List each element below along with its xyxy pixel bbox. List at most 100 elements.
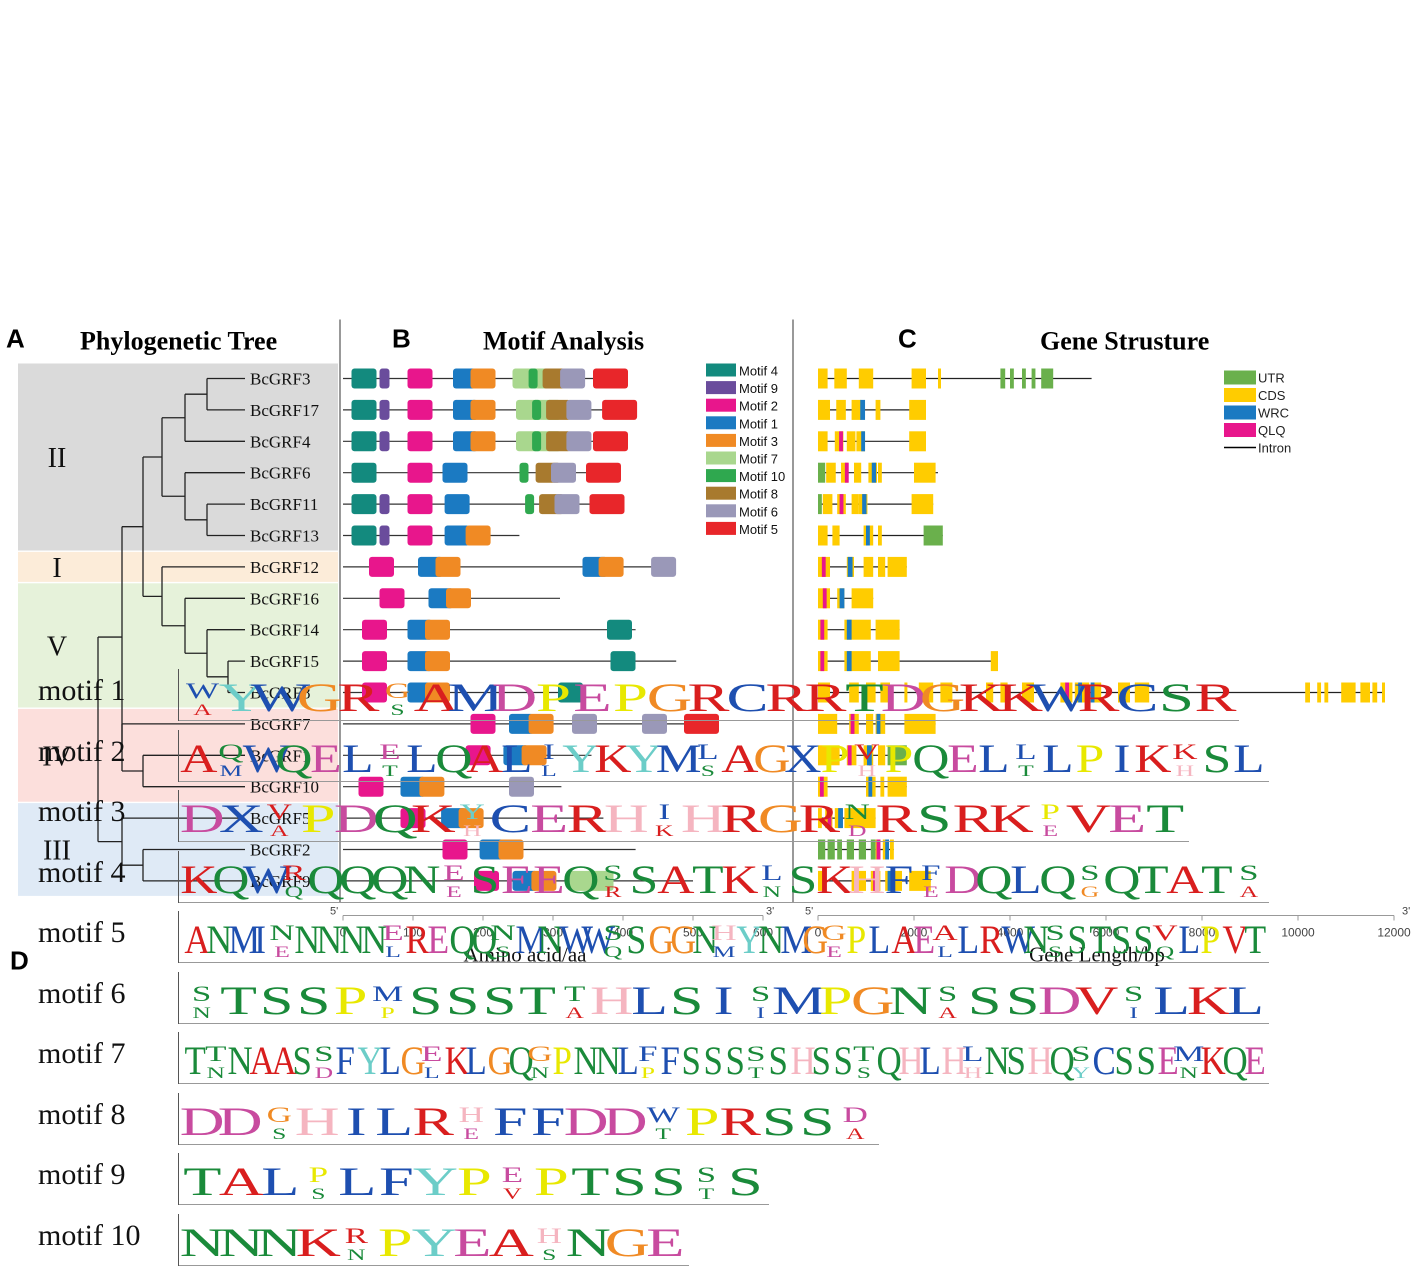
wrc-block xyxy=(839,588,845,609)
cds-block xyxy=(1324,682,1329,703)
legend-label-motif: Motif 4 xyxy=(739,364,778,379)
cds-block xyxy=(849,682,859,703)
wrc-block xyxy=(861,431,866,452)
motif-1-box xyxy=(512,870,538,891)
cds-block xyxy=(1317,682,1322,703)
motif-3-box xyxy=(470,399,496,420)
cds-block xyxy=(818,682,830,703)
gene-axis-3prime: 3' xyxy=(1402,906,1410,918)
gene-label-BcGRF6: BcGRF6 xyxy=(250,464,310,483)
motif-5-box xyxy=(684,713,719,734)
gene-label-BcGRF7: BcGRF7 xyxy=(250,715,311,734)
cds-block xyxy=(880,682,890,703)
group-band-0 xyxy=(18,363,338,551)
cds-block xyxy=(818,745,840,766)
legend-swatch-motif xyxy=(706,381,736,395)
motif-9-box xyxy=(379,494,390,515)
motif-axis-tick-label: 300 xyxy=(543,926,563,940)
gene-structure-legend: UTR CDS WRC QLQ Intron xyxy=(1224,370,1291,456)
cds-block xyxy=(1000,682,1008,703)
motif-5-box xyxy=(602,399,638,420)
motif-1-box xyxy=(479,839,505,860)
motif-3-box xyxy=(598,556,624,577)
motif-4-box xyxy=(351,525,377,546)
cds-block xyxy=(818,808,822,829)
wrc-block xyxy=(1090,682,1095,703)
cds-block xyxy=(911,368,926,389)
legend-label-cds: CDS xyxy=(1258,388,1286,403)
wrc-block xyxy=(862,494,867,515)
legend-label-motif: Motif 5 xyxy=(739,522,778,537)
utr-block xyxy=(818,494,822,515)
gene-label-BcGRF14: BcGRF14 xyxy=(250,621,319,640)
motif-2-box xyxy=(379,588,405,609)
motif-logo-label: motif 10 xyxy=(38,1218,141,1252)
gene-structure-rows xyxy=(818,368,1385,891)
phylogenetic-tree xyxy=(97,377,245,882)
legend-label-utr: UTR xyxy=(1258,371,1285,386)
motif-3-box xyxy=(458,808,484,829)
panel-a-title: Phylogenetic Tree xyxy=(80,327,277,356)
motif-2-box xyxy=(369,556,394,577)
legend-swatch-motif xyxy=(706,398,736,412)
motif-4-box xyxy=(351,462,377,483)
legend-swatch-qlq xyxy=(1224,423,1256,437)
motif-axis-3prime: 3' xyxy=(766,906,774,918)
cds-block xyxy=(834,368,847,389)
motif-logo-label: motif 6 xyxy=(38,976,126,1010)
legend-label-intron: Intron xyxy=(1258,441,1291,456)
motif-10-box xyxy=(519,462,529,483)
motif-6-box xyxy=(642,713,667,734)
motif-5-box xyxy=(586,462,621,483)
legend-label-wrc: WRC xyxy=(1258,406,1289,421)
motif-1-box xyxy=(442,462,468,483)
cds-block xyxy=(856,431,866,452)
legend-label-motif: Motif 3 xyxy=(739,434,778,449)
cds-block xyxy=(887,776,907,797)
legend-swatch-motif xyxy=(706,363,736,377)
motif-axis-tick-label: 0 xyxy=(340,926,347,940)
utr-block xyxy=(1022,368,1026,389)
wrc-block xyxy=(866,525,870,546)
motif-axis-tick-label: 100 xyxy=(403,926,423,940)
motif-2-box xyxy=(407,368,433,389)
utr-block xyxy=(858,839,866,860)
panel-c-title: Gene Strusture xyxy=(1040,327,1209,356)
qlq-block xyxy=(873,870,878,891)
cds-block xyxy=(854,651,871,672)
utr-block xyxy=(827,839,835,860)
motif-4-box xyxy=(351,399,377,420)
cds-block xyxy=(904,682,908,703)
cds-block xyxy=(866,682,876,703)
motif-logo-label: motif 1 xyxy=(38,674,126,707)
qlq-block xyxy=(821,556,826,577)
legend-swatch-motif xyxy=(706,469,736,483)
motif-1-box xyxy=(444,525,470,546)
wrc-block xyxy=(846,651,852,672)
utr-block xyxy=(1010,368,1014,389)
motif-2-box xyxy=(465,745,491,766)
panel-b-title: Motif Analysis xyxy=(483,327,644,356)
motif-3-box xyxy=(521,745,547,766)
motif-2-box xyxy=(407,431,433,452)
motif-legend: Motif 4 Motif 9 Motif 2 Motif 1 Motif 3 Motif… xyxy=(706,363,785,537)
legend-swatch-motif xyxy=(706,433,736,447)
cds-block xyxy=(836,399,846,420)
motif-3-box xyxy=(425,651,450,672)
cds-block xyxy=(818,431,828,452)
motif-4-box xyxy=(610,651,636,672)
legend-label-motif: Motif 2 xyxy=(739,399,778,414)
motif-axis-5prime: 5' xyxy=(330,906,338,918)
wrc-block xyxy=(860,399,866,420)
wrc-block xyxy=(871,462,877,483)
motif-8-box xyxy=(546,399,572,420)
motif-2-box xyxy=(400,808,426,829)
cds-block xyxy=(818,399,830,420)
motif-4-box xyxy=(558,682,583,703)
